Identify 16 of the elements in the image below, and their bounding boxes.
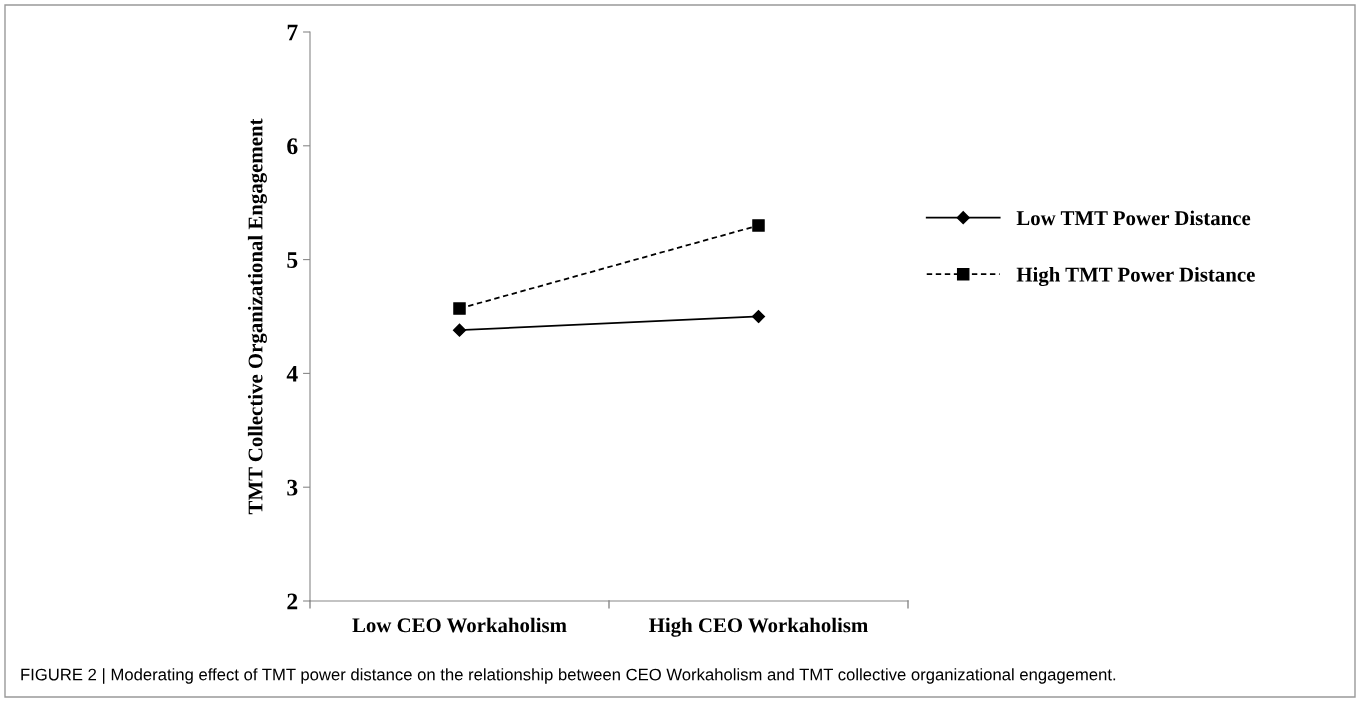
point [752,219,765,232]
y-axis-title: TMT Collective Organizational Engagement [247,118,267,515]
y-tick-label: 2 [287,593,298,610]
x-tick-label: High CEO Workaholism [649,617,868,637]
point [452,323,467,337]
y-tick-label: 6 [287,138,298,155]
point [751,309,766,324]
y-tick-label: 3 [287,479,298,496]
point [453,302,466,315]
y-tick-label: 4 [286,366,298,382]
legend-label: Low TMT Power Distance [1016,210,1251,226]
legend-label: High TMT Power Distance [1016,267,1255,287]
x-tick-label: Low CEO Workaholism [352,617,567,633]
caption: FIGURE 2 | Moderating effect of TMT power distance on the relationship between CEO Workaholism and TMT collective organizational engagement. [21,668,1116,684]
y-tick-label: 7 [287,24,298,41]
y-tick-label: 5 [287,252,298,269]
